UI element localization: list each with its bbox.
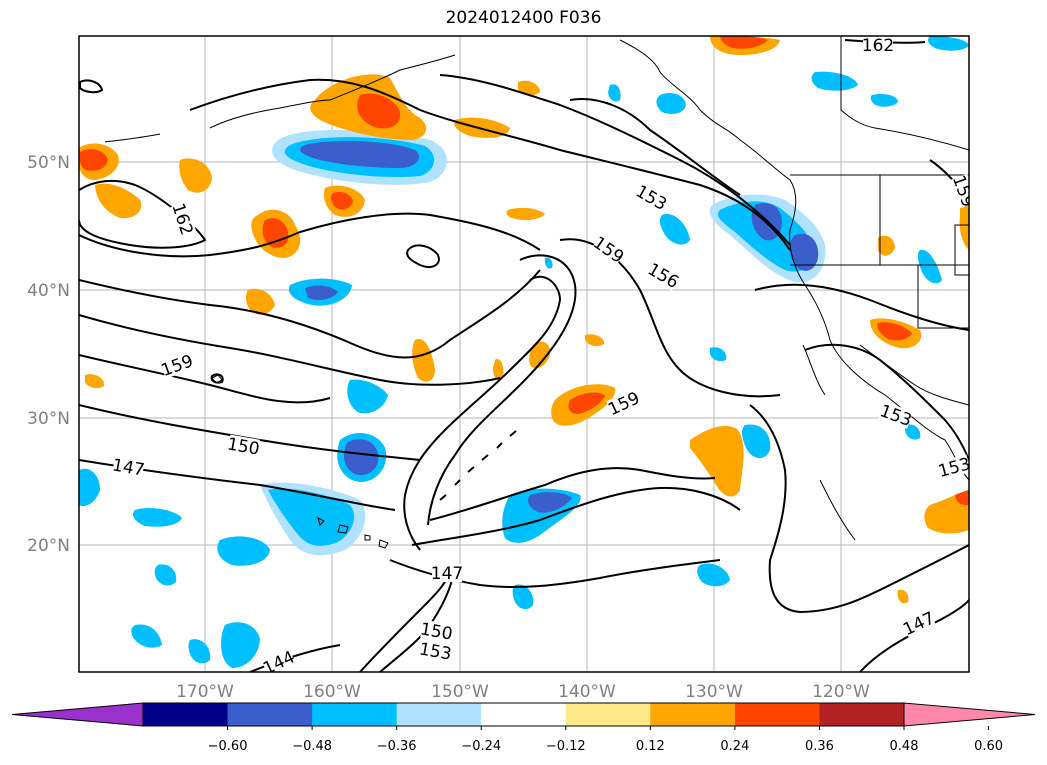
colorbar-tick-label: −0.24 [461, 739, 501, 754]
contour-label-background [432, 564, 462, 582]
contour-label-background [112, 455, 145, 479]
contour-label-background [591, 233, 627, 266]
negative-anomaly-patch [79, 36, 969, 668]
colorbar-tick-label: 0.48 [890, 739, 919, 754]
colorbar-swatch [650, 703, 736, 726]
contour-label-background [606, 388, 642, 418]
contour-label-background [937, 454, 969, 480]
negative-anomaly-patch [709, 194, 826, 283]
contour-label-background [863, 36, 893, 54]
colorbar-swatch [227, 703, 313, 726]
colorbar [11, 702, 1036, 727]
plot-frame [78, 35, 970, 673]
positive-anomaly-patch [310, 74, 427, 140]
lon-label: 120°W [812, 682, 870, 702]
contour-label-background [878, 401, 914, 429]
colorbar-tick-label: −0.48 [292, 739, 332, 754]
islands [211, 374, 389, 549]
contour-label-background [419, 639, 452, 663]
positive-anomaly-patch [79, 143, 142, 219]
colorbar-swatch [565, 703, 651, 726]
colorbar-swatch [143, 703, 229, 726]
longitude-labels: 170°W 160°W 150°W 140°W 130°W 120°W [176, 682, 870, 702]
negative-anomaly-patch [502, 488, 581, 543]
plot-area [79, 36, 969, 672]
negative-anomaly-patch [272, 129, 447, 185]
lon-label: 170°W [176, 682, 234, 702]
positive-anomaly-patch [85, 36, 969, 604]
colorbar-swatch [481, 703, 567, 726]
contour-label: 162 [862, 36, 894, 56]
lat-label: 30°N [27, 409, 70, 429]
colorbar-swatch [734, 703, 820, 726]
negative-anomaly-patch [337, 433, 387, 482]
negative-anomaly-patch [260, 482, 366, 556]
colorbar-tick-label: −0.12 [546, 739, 586, 754]
negative-anomaly-patch [288, 278, 352, 306]
colorbar-tick-label: 0.60 [974, 739, 1003, 754]
lat-label: 20°N [27, 536, 70, 556]
contour-label-background [634, 182, 669, 213]
colorbar-swatch [396, 703, 482, 726]
colorbar-frame [142, 702, 905, 727]
lat-label: 40°N [27, 281, 70, 301]
contour-label-background [169, 202, 197, 237]
shaded-anomalies [79, 36, 969, 668]
colorbar-extend-high [903, 702, 1036, 727]
contour-label-background [159, 351, 195, 379]
contour-label-background [420, 619, 453, 643]
lon-label: 140°W [558, 682, 616, 702]
contour-label-background [950, 173, 969, 209]
colorbar-tick-label: −0.60 [208, 739, 248, 754]
colorbar-extend-low [11, 702, 144, 727]
contour-label: 147 [431, 564, 463, 584]
colorbar-swatch [819, 703, 905, 726]
colorbar-tick-label: 0.36 [805, 739, 834, 754]
contour-label-background [646, 260, 681, 291]
colorbar-swatch [312, 703, 398, 726]
lat-label: 50°N [27, 153, 70, 173]
lon-label: 130°W [685, 682, 743, 702]
latitude-labels: 50°N 40°N 30°N 20°N [27, 153, 70, 556]
positive-anomaly-patch [551, 384, 616, 426]
contour-label-background [901, 608, 937, 638]
colorbar-ticks: −0.60 −0.48 −0.36 −0.24 −0.12 0.12 0.24 0.36 0.4… [208, 726, 1003, 754]
lon-label: 150°W [431, 682, 489, 702]
colorbar-tick-label: −0.36 [377, 739, 417, 754]
lon-label: 160°W [303, 682, 361, 702]
map-title: 2024012400 F036 [445, 8, 602, 28]
colorbar-tick-label: 0.12 [636, 739, 665, 754]
contour-label-background [261, 647, 297, 672]
contour-label-background [227, 434, 260, 458]
colorbar-tick-label: 0.24 [720, 739, 749, 754]
